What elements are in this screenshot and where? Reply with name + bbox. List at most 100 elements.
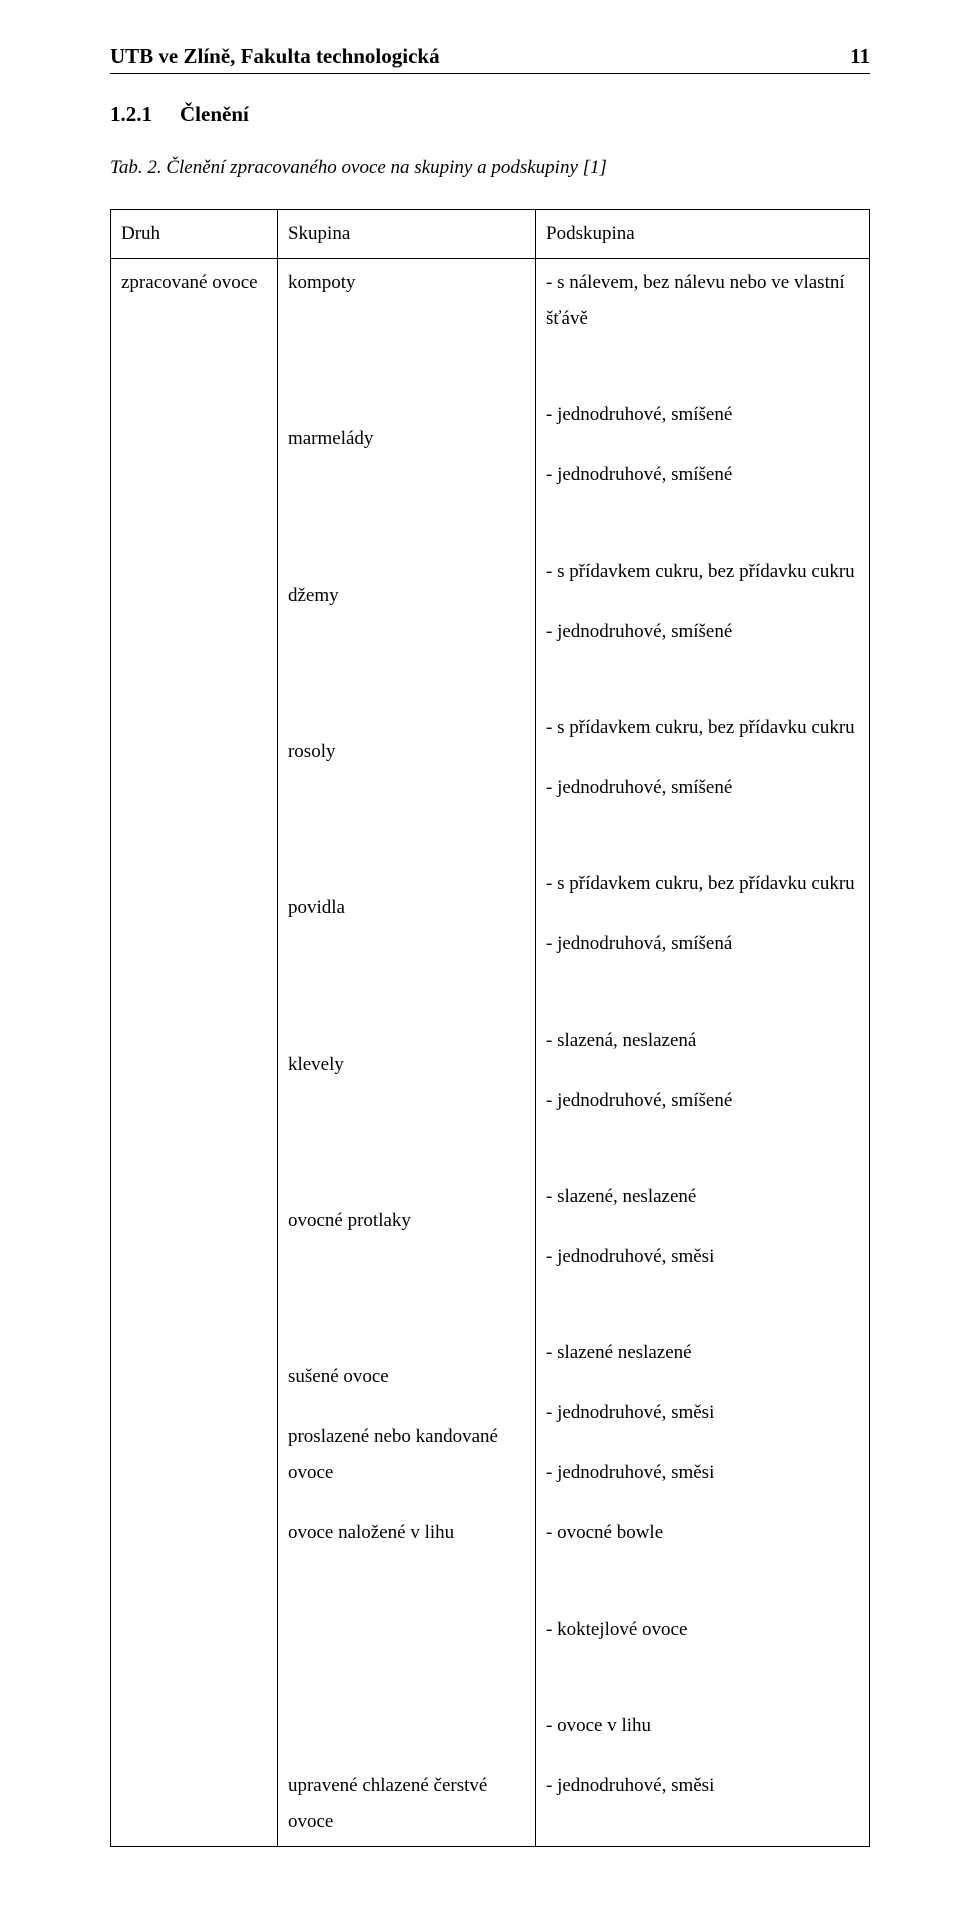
subgroup-block: - ovocné bowle - koktejlové ovoce - ovoc… [546, 1515, 859, 1743]
group-spacer [288, 361, 525, 397]
group-spacer [288, 481, 525, 517]
caption-prefix: Tab. 2. [110, 157, 162, 178]
section-title: Členění [180, 102, 249, 126]
group-spacer [288, 1263, 525, 1299]
group-spacer [288, 1143, 525, 1179]
col-header-druh: Druh [111, 210, 278, 259]
subgroup-line: - jednodruhové, smíšené [546, 614, 859, 650]
subgroup-line: - s nálevem, bez nálevu nebo ve vlastní … [546, 265, 859, 337]
group-spacer [288, 950, 525, 986]
subgroup-block: - jednodruhové, směsi - slazené neslazen… [546, 1239, 859, 1371]
subgroup-line [546, 1575, 859, 1611]
group-name: kompoty [288, 265, 525, 301]
subgroup-block: - jednodruhové, smíšené - s přídavkem cu… [546, 770, 859, 902]
subgroup-line: - ovoce v lihu [546, 1708, 859, 1744]
subgroup-line [546, 830, 859, 866]
group-name: povidla [288, 890, 525, 926]
group-spacer [288, 1612, 525, 1648]
subgroup-block: - jednodruhové, smíšené - s přídavkem cu… [546, 457, 859, 589]
page: UTB ve Zlíně, Fakulta technologická 11 1… [0, 0, 960, 1907]
group-name: ovocné protlaky [288, 1203, 525, 1239]
group-spacer [288, 794, 525, 830]
subgroup-line: - jednodruhové, směsi [546, 1395, 859, 1431]
group-name: sušené ovoce [288, 1359, 525, 1395]
subgroup-line: - jednodruhové, smíšené [546, 1083, 859, 1119]
group-label: džemy [288, 578, 525, 710]
group-spacer [288, 1672, 525, 1708]
group-name: klevely [288, 1047, 525, 1083]
col-header-skupina: Skupina [277, 210, 535, 259]
subgroup-line: - slazené, neslazené [546, 1179, 859, 1215]
subgroup-line: - ovocné bowle [546, 1515, 859, 1551]
group-label: rosoly [288, 734, 525, 866]
subgroup-block: - jednodruhová, smíšená - slazená, nesla… [546, 926, 859, 1058]
subgroup-line: - jednodruhové, směsi [546, 1768, 859, 1804]
subgroup-line [546, 1143, 859, 1179]
group-name: ovoce naložené v lihu [288, 1515, 525, 1551]
group-label: povidla [288, 890, 525, 1022]
subgroup-block: - jednodruhové, smíšené - s přídavkem cu… [546, 614, 859, 746]
subgroup-line: - jednodruhové, smíšené [546, 770, 859, 806]
classification-table: Druh Skupina Podskupina zpracované ovoce… [110, 209, 870, 1847]
group-spacer [288, 325, 525, 361]
subgroup-line: - s přídavkem cukru, bez přídavku cukru [546, 554, 859, 590]
subgroup-line: - koktejlové ovoce [546, 1612, 859, 1648]
group-name: rosoly [288, 734, 525, 770]
subgroup-line: - slazené neslazené [546, 1335, 859, 1371]
group-spacer [288, 986, 525, 1022]
subgroup-line [546, 518, 859, 554]
header-title: UTB ve Zlíně, Fakulta technologická [110, 44, 440, 69]
table-caption: Tab. 2. Členění zpracovaného ovoce na sk… [110, 157, 870, 179]
group-label: proslazené nebo kandované ovoce [288, 1419, 525, 1491]
group-spacer [288, 830, 525, 866]
caption-text: Členění zpracovaného ovoce na skupiny a … [166, 157, 607, 178]
section-number: 1.2.1 [110, 102, 152, 127]
subgroup-line: - jednodruhové, směsi [546, 1455, 859, 1491]
subgroup-block: - jednodruhové, směsi [546, 1395, 859, 1431]
page-number: 11 [850, 44, 870, 69]
group-spacer [288, 638, 525, 674]
group-name: proslazené nebo kandované ovoce [288, 1419, 525, 1491]
col-header-podskupina: Podskupina [536, 210, 870, 259]
group-spacer [288, 1575, 525, 1611]
subgroup-line: - jednodruhová, smíšená [546, 926, 859, 962]
group-spacer [288, 1299, 525, 1335]
table-row: zpracované ovoce kompoty marmelády džemy… [111, 259, 870, 1847]
subgroup-line [546, 674, 859, 710]
group-name: džemy [288, 578, 525, 614]
cell-podskupina: - s nálevem, bez nálevu nebo ve vlastní … [536, 259, 870, 1847]
subgroup-line: - s přídavkem cukru, bez přídavku cukru [546, 866, 859, 902]
subgroup-line: - s přídavkem cukru, bez přídavku cukru [546, 710, 859, 746]
group-label: sušené ovoce [288, 1359, 525, 1395]
subgroup-line: - slazená, neslazená [546, 1023, 859, 1059]
cell-skupina: kompoty marmelády džemy rosoly povidla k… [277, 259, 535, 1847]
subgroup-line [546, 1672, 859, 1708]
subgroup-block: - s nálevem, bez nálevu nebo ve vlastní … [546, 265, 859, 433]
group-spacer [288, 1107, 525, 1143]
header-rule [110, 73, 870, 74]
subgroup-line: - jednodruhové, smíšené [546, 397, 859, 433]
subgroup-line [546, 1299, 859, 1335]
group-name: marmelády [288, 421, 525, 457]
group-spacer [288, 518, 525, 554]
group-label: ovoce naložené v lihu [288, 1515, 525, 1743]
group-spacer [288, 674, 525, 710]
section-heading: 1.2.1 Členění [110, 102, 870, 127]
page-header: UTB ve Zlíně, Fakulta technologická 11 [110, 44, 870, 69]
group-label: ovocné protlaky [288, 1203, 525, 1335]
subgroup-line: - jednodruhové, směsi [546, 1239, 859, 1275]
subgroup-block: - jednodruhové, směsi [546, 1455, 859, 1491]
subgroup-block: - jednodruhové, smíšené - slazené, nesla… [546, 1083, 859, 1215]
subgroup-line [546, 986, 859, 1022]
group-label: marmelády [288, 421, 525, 553]
group-label: kompoty [288, 265, 525, 397]
group-label: upravené chlazené čerstvé ovoce [288, 1768, 525, 1840]
subgroup-block: - jednodruhové, směsi [546, 1768, 859, 1804]
group-spacer [288, 1708, 525, 1744]
cell-druh: zpracované ovoce [111, 259, 278, 1847]
subgroup-line [546, 361, 859, 397]
table-header-row: Druh Skupina Podskupina [111, 210, 870, 259]
subgroup-line: - jednodruhové, smíšené [546, 457, 859, 493]
group-label: klevely [288, 1047, 525, 1179]
group-name: upravené chlazené čerstvé ovoce [288, 1768, 525, 1840]
